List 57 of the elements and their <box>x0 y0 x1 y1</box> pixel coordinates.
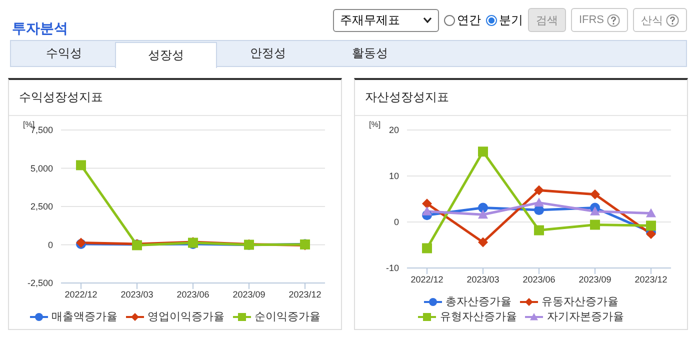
text: IFRS <box>570 8 628 32</box>
point <box>478 237 488 248</box>
text: 연간 <box>456 12 481 28</box>
text: 안정성 <box>249 45 287 62</box>
legend-label: 유형자산증가율 <box>439 310 517 324</box>
legend-label: 유동자산증가율 <box>540 295 618 309</box>
point <box>534 198 544 207</box>
point <box>590 220 600 230</box>
y-tick-label: -10 <box>386 263 399 274</box>
y-tick-label: 0 <box>394 217 399 228</box>
x-tick-label: 2023/03 <box>120 289 154 300</box>
chart-title: 수익성장성지표 <box>9 80 341 116</box>
x-tick-label: 2023/12 <box>288 289 322 300</box>
point <box>478 210 488 219</box>
x-tick-label: 2023/03 <box>466 274 500 284</box>
point <box>590 189 600 200</box>
x-tick-label: 2023/09 <box>578 274 612 284</box>
y-axis-title: [%] <box>369 120 381 129</box>
x-tick-label: 2022/12 <box>64 289 98 300</box>
point <box>646 220 656 231</box>
point <box>478 202 488 213</box>
point <box>422 198 432 209</box>
point <box>590 206 600 216</box>
x-tick-label: 2023/06 <box>522 274 556 284</box>
point <box>76 160 86 170</box>
y-tick-label: 20 <box>388 125 399 136</box>
text: 검색 <box>528 8 566 32</box>
text: 성장성 <box>115 42 217 68</box>
x-tick-label: 2023/09 <box>232 289 266 300</box>
text: 수익성 <box>45 45 83 62</box>
x-tick-label: 2023/06 <box>176 289 210 300</box>
chart-title: 자산성장성지표 <box>355 80 687 116</box>
point <box>646 208 656 218</box>
text: 활동성 <box>351 45 389 62</box>
legend-label: 순이익증가율 <box>254 310 320 324</box>
text: 산식 <box>633 8 687 32</box>
y-tick-label: 10 <box>388 171 399 182</box>
point <box>422 206 432 216</box>
legend-label: 영업이익증가율 <box>146 310 224 324</box>
y-tick-label: 5,000 <box>30 163 53 174</box>
legend-label: 총자산증가율 <box>444 295 512 309</box>
y-axis-title: [%] <box>23 120 35 129</box>
text: 분기 <box>498 12 523 28</box>
x-tick-label: 2023/12 <box>634 274 668 284</box>
legend-label: 매출액증가율 <box>50 310 118 324</box>
y-tick-label: 2,500 <box>30 202 53 212</box>
y-tick-label: -2,500 <box>27 278 53 288</box>
point <box>422 243 432 254</box>
point <box>534 205 544 216</box>
x-tick-label: 2022/12 <box>410 274 444 284</box>
legend-label: 자기자본증가율 <box>546 310 624 324</box>
point <box>534 225 544 236</box>
y-tick-label: 0 <box>48 240 53 250</box>
point <box>534 185 544 196</box>
text: 주재무제표 <box>332 8 439 32</box>
point <box>478 146 488 157</box>
text: 투자분석 <box>12 20 68 38</box>
